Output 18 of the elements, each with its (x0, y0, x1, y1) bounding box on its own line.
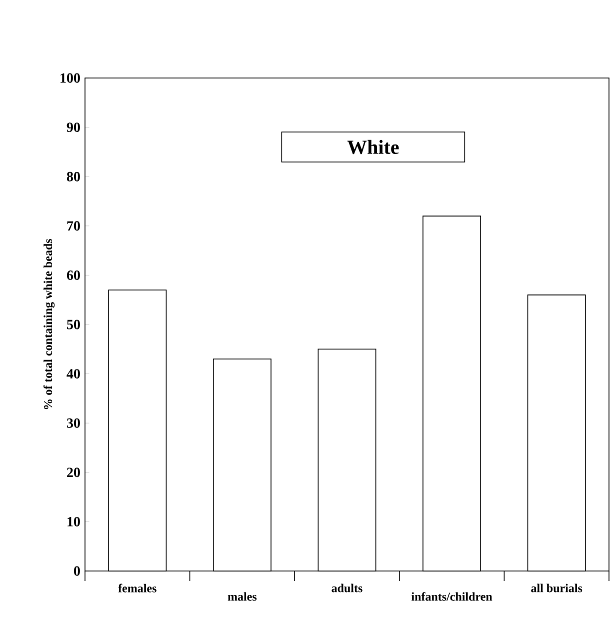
x-tick-label: females (118, 584, 156, 592)
x-tick-label: all burials (531, 584, 582, 592)
text: White (347, 140, 399, 154)
y-tick-label: 0 (74, 566, 80, 576)
y-tick-label: 20 (67, 468, 80, 478)
x-tick-label: infants/children (411, 592, 492, 601)
y-tick-label: 80 (66, 172, 80, 182)
y-tick-label: 70 (67, 221, 80, 231)
y-tick-label: 30 (67, 418, 80, 428)
y-tick-label: 10 (68, 516, 80, 526)
y-tick-label: 60 (66, 270, 80, 280)
y-tick-label: 40 (66, 369, 80, 379)
y-tick-label: 90 (66, 122, 80, 132)
y-tick-label: 50 (67, 320, 80, 330)
y-axis-title: % of total containing white beads (44, 238, 55, 410)
x-tick-label: adults (332, 584, 362, 592)
y-tick-label: 100 (60, 73, 80, 83)
x-tick-label: males (228, 592, 257, 601)
